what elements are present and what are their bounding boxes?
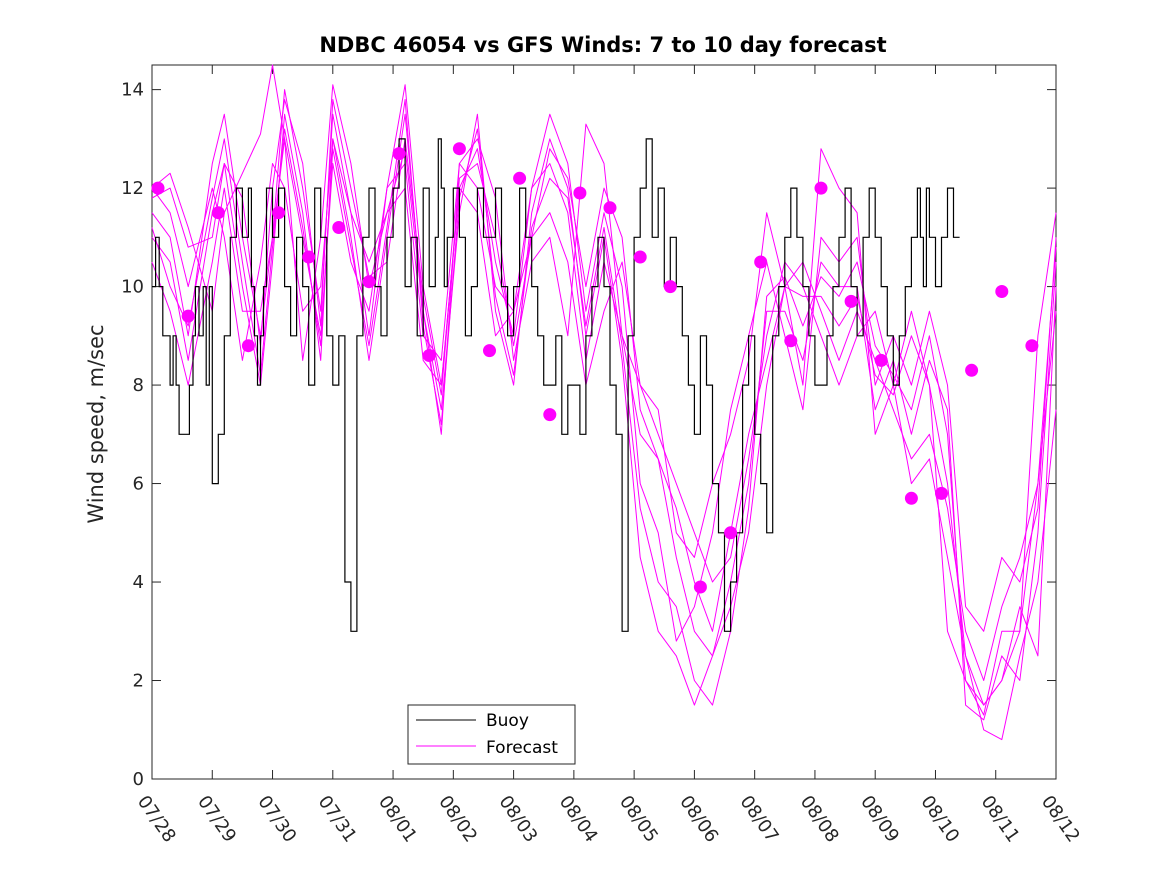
forecast-marker [181,309,195,323]
legend: Buoy Forecast [407,704,576,765]
forecast-line-7 [151,99,1057,716]
legend-forecast-label: Forecast [486,738,558,758]
forecast-marker [844,294,858,308]
forecast-marker [663,280,677,294]
forecast-marker [995,285,1009,298]
forecast-marker [814,181,828,195]
forecast-marker [754,255,768,269]
forecast-marker [693,580,707,594]
legend-box [407,704,576,765]
forecast-marker [784,334,798,348]
forecast-marker [603,201,617,215]
y-tick-label: 10 [121,277,144,298]
plot-area [151,64,1057,780]
forecast-marker [302,250,316,264]
forecast-marker [241,339,255,353]
buoy-line [152,138,960,632]
forecast-line-5 [151,138,1057,741]
forecast-marker [332,221,346,234]
forecast-marker [392,147,406,161]
forecast-marker [935,486,948,500]
forecast-marker [724,526,738,540]
y-tick-label: 2 [133,671,144,692]
forecast-marker [965,363,979,377]
chart-title: NDBC 46054 vs GFS Winds: 7 to 10 day for… [319,33,886,57]
forecast-marker [513,171,527,185]
forecast-line-2 [151,84,1057,642]
forecast-marker-group [151,142,1039,594]
y-axis-label: Wind speed, m/sec [84,324,108,523]
forecast-marker [543,408,557,422]
forecast-marker [483,344,496,358]
forecast-marker [573,186,587,200]
forecast-line-6 [151,99,1057,706]
y-tick-label: 14 [121,80,144,101]
y-tick-label: 4 [133,572,144,593]
forecast-marker [272,206,286,220]
y-tick-label: 8 [133,375,144,396]
forecast-marker [151,181,165,195]
forecast-marker [904,491,918,505]
legend-buoy-label: Buoy [486,711,529,731]
y-tick-label: 0 [133,769,144,790]
forecast-marker [874,353,888,367]
y-tick-label: 12 [121,178,144,199]
forecast-marker [211,206,225,220]
forecast-marker [452,142,466,156]
forecast-marker [1025,339,1039,353]
y-tick-label: 6 [133,474,144,495]
forecast-marker [633,250,647,264]
buoy-series-group [152,138,960,632]
forecast-marker [362,275,376,289]
forecast-marker [422,349,436,362]
